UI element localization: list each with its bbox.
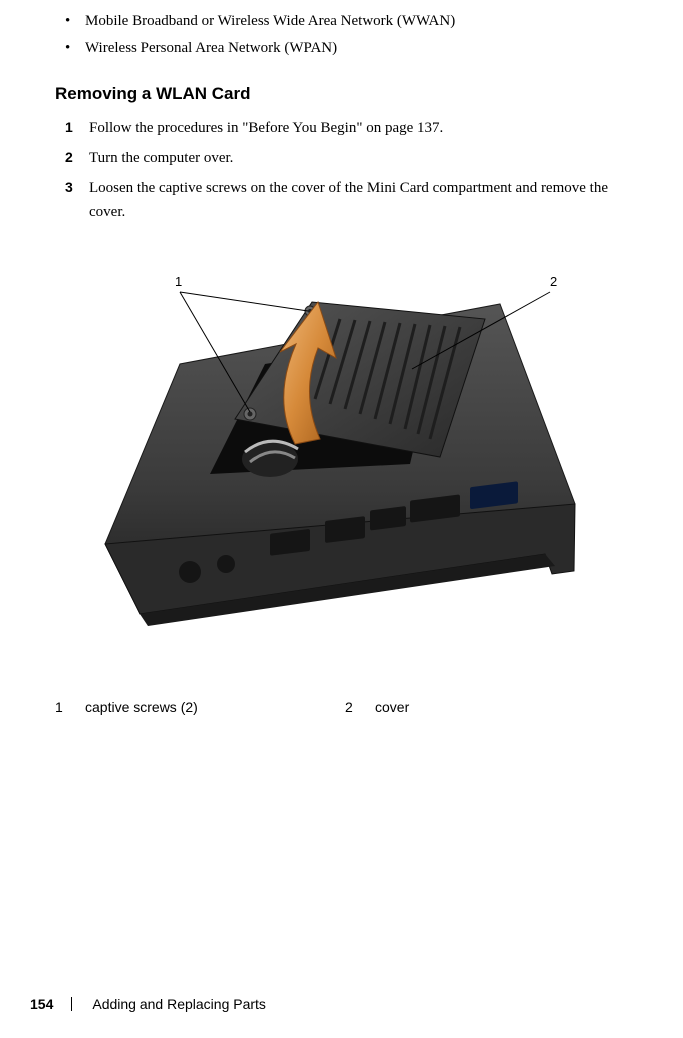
step-number: 2 xyxy=(65,146,89,168)
step-text: Loosen the captive screws on the cover o… xyxy=(89,176,628,224)
footer-title: Adding and Replacing Parts xyxy=(92,996,266,1012)
bullet-text: Mobile Broadband or Wireless Wide Area N… xyxy=(85,8,628,35)
figure: 1 2 xyxy=(40,244,595,674)
step-text: Turn the computer over. xyxy=(89,146,628,170)
footer-divider xyxy=(71,997,72,1011)
step-list: 1 Follow the procedures in "Before You B… xyxy=(65,116,628,224)
bullet-item: • Mobile Broadband or Wireless Wide Area… xyxy=(65,8,628,35)
bullet-item: • Wireless Personal Area Network (WPAN) xyxy=(65,35,628,62)
figure-illustration xyxy=(40,244,595,664)
step-text: Follow the procedures in "Before You Beg… xyxy=(89,116,628,140)
legend-text: captive screws (2) xyxy=(85,699,345,715)
legend-text: cover xyxy=(375,699,409,715)
step-number: 1 xyxy=(65,116,89,138)
bullet-list: • Mobile Broadband or Wireless Wide Area… xyxy=(65,8,628,62)
step-item: 3 Loosen the captive screws on the cover… xyxy=(65,176,628,224)
figure-legend: 1 captive screws (2) 2 cover xyxy=(55,699,628,715)
legend-item: 2 cover xyxy=(345,699,409,715)
legend-number: 2 xyxy=(345,699,375,715)
bullet-marker: • xyxy=(65,8,85,35)
page-number: 154 xyxy=(30,996,53,1012)
page-footer: 154 Adding and Replacing Parts xyxy=(30,996,266,1012)
section-heading: Removing a WLAN Card xyxy=(55,84,628,104)
step-number: 3 xyxy=(65,176,89,198)
legend-item: 1 captive screws (2) xyxy=(55,699,345,715)
step-item: 1 Follow the procedures in "Before You B… xyxy=(65,116,628,140)
bullet-marker: • xyxy=(65,35,85,62)
bullet-text: Wireless Personal Area Network (WPAN) xyxy=(85,35,628,62)
step-item: 2 Turn the computer over. xyxy=(65,146,628,170)
legend-number: 1 xyxy=(55,699,85,715)
